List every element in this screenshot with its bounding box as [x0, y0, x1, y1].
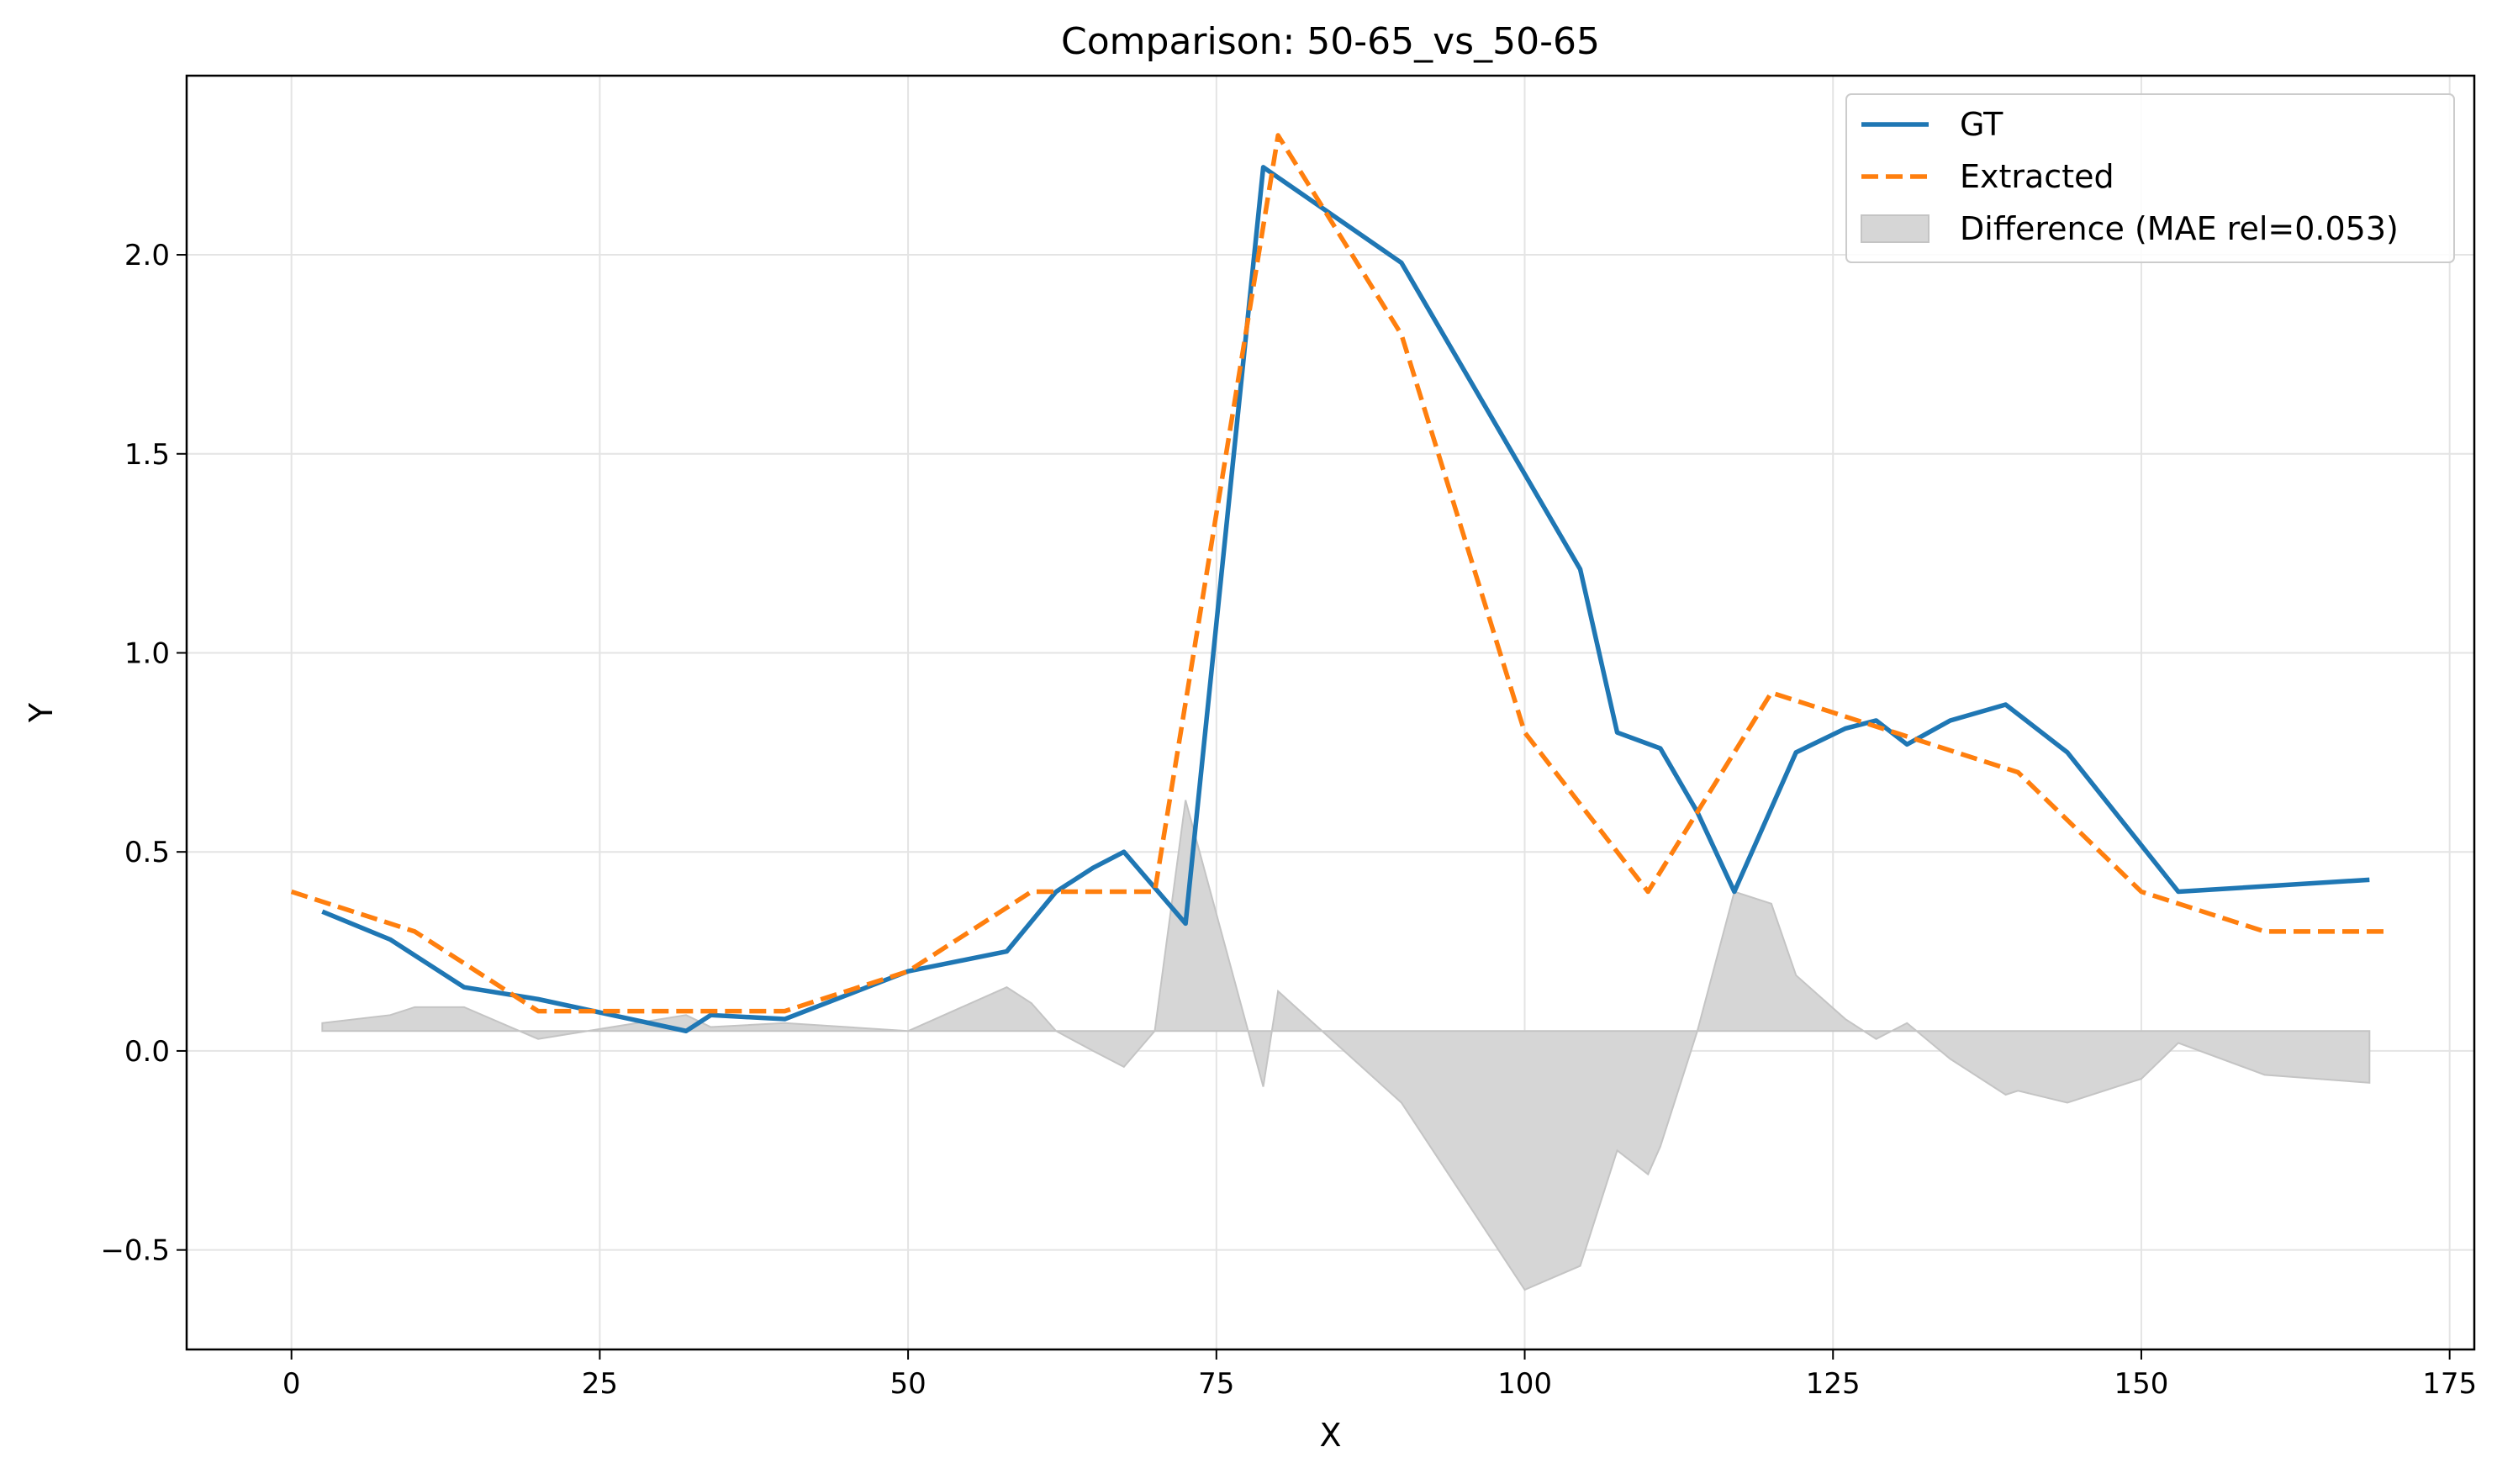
y-tick-label: 1.5 — [124, 438, 170, 472]
legend-label: Difference (MAE rel=0.053) — [1960, 210, 2399, 247]
y-tick-label: 0.0 — [124, 1035, 170, 1069]
x-tick-label: 50 — [890, 1367, 926, 1401]
legend-label: GT — [1960, 106, 2003, 143]
y-tick-label: −0.5 — [100, 1234, 170, 1268]
x-tick-label: 125 — [1806, 1367, 1861, 1401]
x-axis-ticks: 0 25 50 75 100 125 150 175 — [282, 1349, 2477, 1401]
x-tick-label: 175 — [2422, 1367, 2477, 1401]
x-tick-label: 75 — [1198, 1367, 1234, 1401]
legend-label: Extracted — [1960, 158, 2114, 195]
legend: GT Extracted Difference (MAE rel=0.053) — [1845, 93, 2455, 263]
y-tick-label: 2.0 — [124, 239, 170, 272]
chart-title: Comparison: 50-65_vs_50-65 — [1061, 20, 1600, 63]
x-tick-label: 0 — [282, 1367, 301, 1401]
x-tick-label: 100 — [1497, 1367, 1552, 1401]
difference-area-layer — [321, 800, 2371, 1291]
extracted-series-line — [290, 133, 2389, 1014]
difference-area — [321, 800, 2371, 1291]
y-axis-label: Y — [23, 702, 60, 723]
legend-box — [1845, 93, 2455, 263]
line-layer — [290, 133, 2389, 1033]
y-tick-label: 0.5 — [124, 836, 170, 869]
x-axis-label: X — [1319, 1417, 1341, 1454]
y-tick-label: 1.0 — [124, 636, 170, 670]
x-tick-label: 25 — [582, 1367, 618, 1401]
y-axis-ticks: −0.5 0.0 0.5 1.0 1.5 2.0 — [100, 239, 187, 1268]
plot-frame — [185, 74, 2476, 1351]
legend-swatch-difference — [1861, 214, 1930, 243]
x-tick-label: 150 — [2114, 1367, 2168, 1401]
